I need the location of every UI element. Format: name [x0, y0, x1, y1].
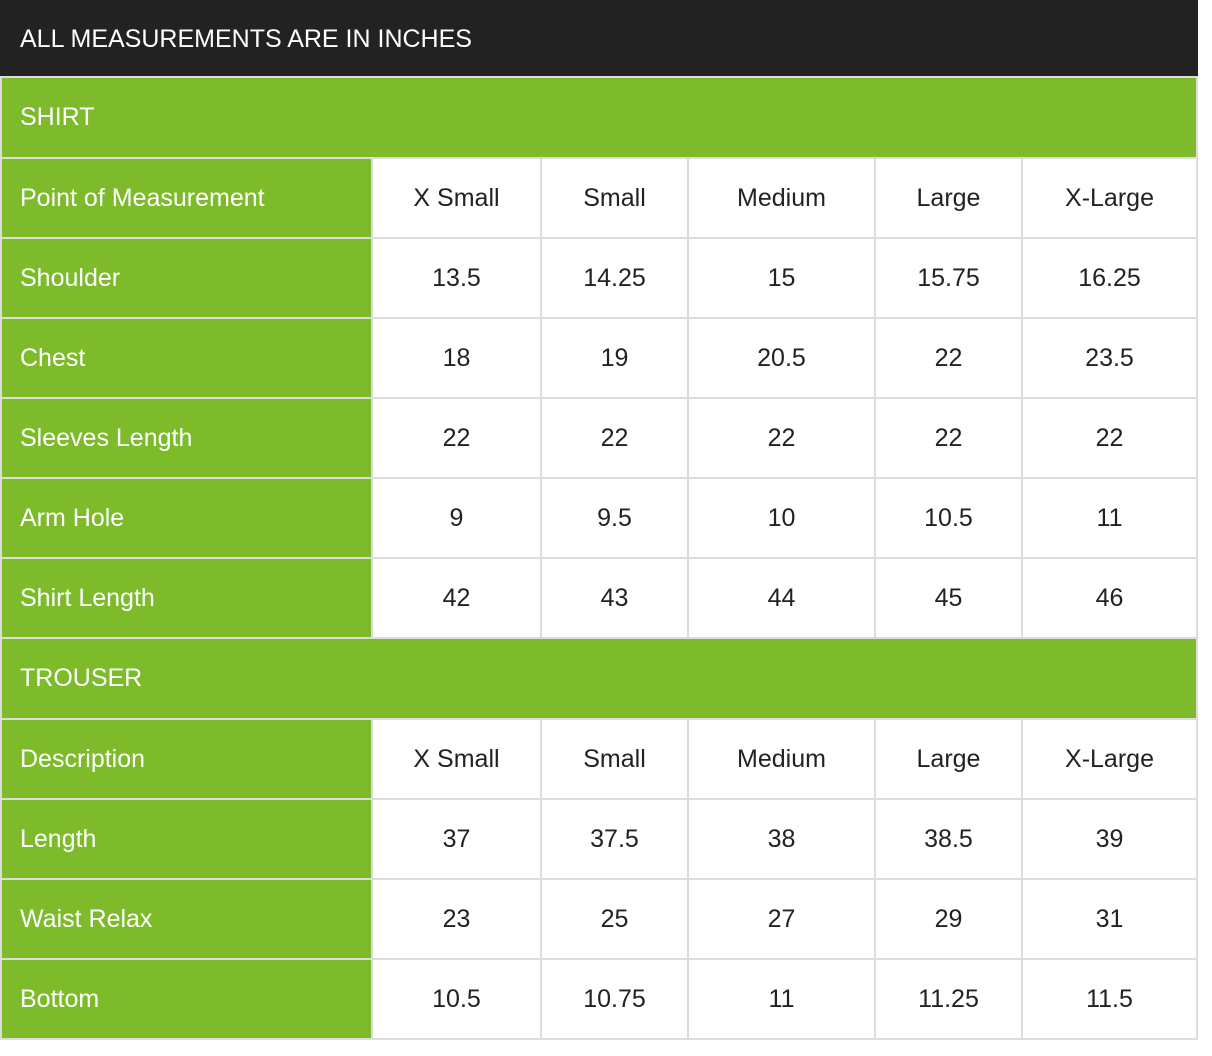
table-cell: 29: [874, 878, 1023, 960]
size-header-xlarge: X-Large: [1020, 157, 1199, 239]
table-row-chest: Chest 18 19 20.5 22 23.5: [0, 317, 1199, 399]
size-chart-table: ALL MEASUREMENTS ARE IN INCHES SHIRT Poi…: [0, 0, 1199, 1040]
size-header-small: Small: [540, 157, 689, 239]
size-header-medium: Medium: [687, 157, 876, 239]
table-cell: 10: [687, 477, 876, 559]
table-cell: 9: [371, 477, 542, 559]
table-title: ALL MEASUREMENTS ARE IN INCHES: [0, 0, 1199, 78]
table-cell: 14.25: [540, 237, 689, 319]
section-row-shirt: SHIRT: [0, 76, 1199, 159]
table-cell: 11.5: [1020, 958, 1199, 1040]
table-cell: 31: [1020, 878, 1199, 960]
table-cell: 37: [371, 798, 542, 880]
shirt-header-label: Point of Measurement: [0, 157, 373, 239]
section-row-trouser: TROUSER: [0, 637, 1199, 720]
table-cell: 22: [874, 317, 1023, 399]
shirt-header-row: Point of Measurement X Small Small Mediu…: [0, 157, 1199, 239]
table-cell: 37.5: [540, 798, 689, 880]
table-cell: 11: [687, 958, 876, 1040]
row-label: Bottom: [0, 958, 373, 1040]
table-cell: 10.75: [540, 958, 689, 1040]
row-label: Sleeves Length: [0, 397, 373, 479]
table-cell: 42: [371, 557, 542, 639]
table-cell: 22: [1020, 397, 1199, 479]
table-cell: 20.5: [687, 317, 876, 399]
size-header-medium: Medium: [687, 718, 876, 800]
table-cell: 23: [371, 878, 542, 960]
table-cell: 13.5: [371, 237, 542, 319]
table-row-bottom: Bottom 10.5 10.75 11 11.25 11.5: [0, 958, 1199, 1040]
row-label: Arm Hole: [0, 477, 373, 559]
table-cell: 39: [1020, 798, 1199, 880]
table-cell: 22: [874, 397, 1023, 479]
row-label: Shoulder: [0, 237, 373, 319]
size-header-xlarge: X-Large: [1020, 718, 1199, 800]
table-cell: 15: [687, 237, 876, 319]
table-row-waist-relax: Waist Relax 23 25 27 29 31: [0, 878, 1199, 960]
table-cell: 44: [687, 557, 876, 639]
table-cell: 10.5: [874, 477, 1023, 559]
table-cell: 18: [371, 317, 542, 399]
table-row-sleeves-length: Sleeves Length 22 22 22 22 22: [0, 397, 1199, 479]
row-label: Length: [0, 798, 373, 880]
table-cell: 22: [540, 397, 689, 479]
table-cell: 11: [1020, 477, 1199, 559]
size-header-small: Small: [540, 718, 689, 800]
table-cell: 22: [687, 397, 876, 479]
size-header-large: Large: [874, 718, 1023, 800]
table-row-arm-hole: Arm Hole 9 9.5 10 10.5 11: [0, 477, 1199, 559]
table-cell: 10.5: [371, 958, 542, 1040]
table-cell: 19: [540, 317, 689, 399]
table-cell: 23.5: [1020, 317, 1199, 399]
section-label-shirt: SHIRT: [0, 76, 1199, 159]
table-cell: 38: [687, 798, 876, 880]
table-cell: 11.25: [874, 958, 1023, 1040]
size-header-xsmall: X Small: [371, 157, 542, 239]
table-cell: 43: [540, 557, 689, 639]
table-row-shirt-length: Shirt Length 42 43 44 45 46: [0, 557, 1199, 639]
table-cell: 25: [540, 878, 689, 960]
size-header-large: Large: [874, 157, 1023, 239]
row-label: Shirt Length: [0, 557, 373, 639]
table-cell: 46: [1020, 557, 1199, 639]
row-label: Waist Relax: [0, 878, 373, 960]
table-cell: 22: [371, 397, 542, 479]
table-cell: 38.5: [874, 798, 1023, 880]
table-cell: 27: [687, 878, 876, 960]
table-title-row: ALL MEASUREMENTS ARE IN INCHES: [0, 0, 1199, 78]
table-cell: 45: [874, 557, 1023, 639]
table-cell: 9.5: [540, 477, 689, 559]
trouser-header-row: Description X Small Small Medium Large X…: [0, 718, 1199, 800]
table-row-length: Length 37 37.5 38 38.5 39: [0, 798, 1199, 880]
size-header-xsmall: X Small: [371, 718, 542, 800]
table-cell: 16.25: [1020, 237, 1199, 319]
trouser-header-label: Description: [0, 718, 373, 800]
section-label-trouser: TROUSER: [0, 637, 1199, 720]
table-cell: 15.75: [874, 237, 1023, 319]
row-label: Chest: [0, 317, 373, 399]
table-row-shoulder: Shoulder 13.5 14.25 15 15.75 16.25: [0, 237, 1199, 319]
